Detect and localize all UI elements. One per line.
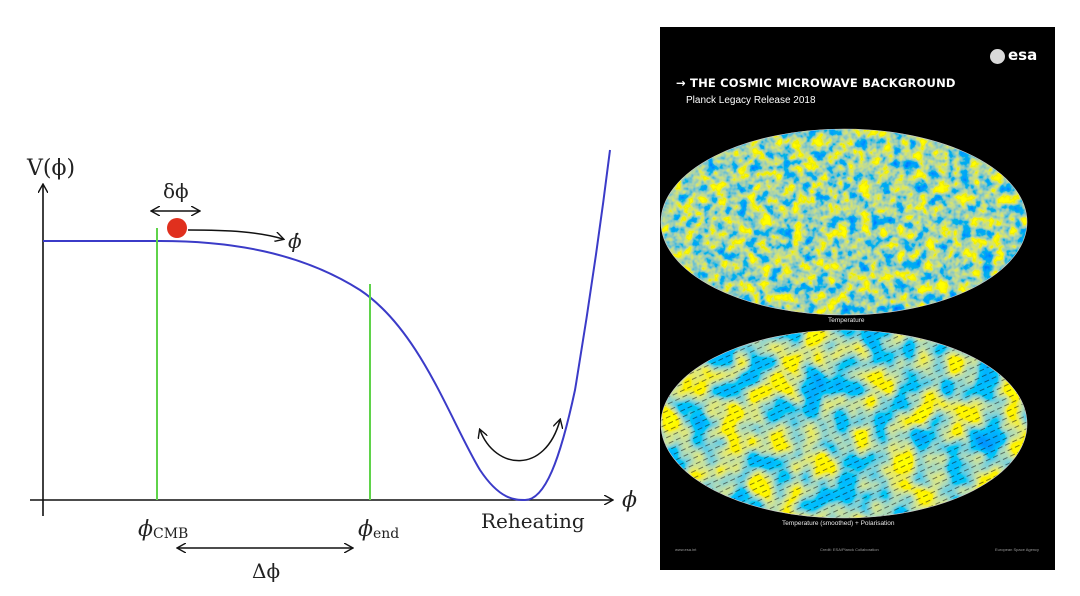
esa-logo: esa <box>990 45 1050 69</box>
esa-logo-text: esa <box>1008 46 1038 64</box>
delta-phi-label: δϕ <box>163 179 189 203</box>
phi-cmb-label: ϕCMB <box>138 517 188 542</box>
footer-right: European Space Agency <box>995 547 1040 552</box>
inflaton-ball <box>167 218 187 238</box>
y-axis-label: V(ϕ) <box>26 156 75 181</box>
poster-subtitle: Planck Legacy Release 2018 <box>686 95 816 106</box>
reheating-oscillation-arrow <box>480 420 560 462</box>
cmb-poster: esa → THE COSMIC MICROWAVE BACKGROUND Pl… <box>660 27 1055 570</box>
poster-title: → THE COSMIC MICROWAVE BACKGROUND <box>676 76 956 90</box>
esa-logo-mark-icon <box>990 49 1005 64</box>
big-delta-phi-label: Δϕ <box>252 559 280 583</box>
reheating-label: Reheating <box>481 509 585 533</box>
phi-dot-label: ϕ̇ <box>288 229 302 253</box>
inflation-potential-diagram: V(ϕ) ϕ δϕ ϕ̇ ϕCMB ϕend Reheating Δϕ <box>26 149 637 583</box>
polarisation-map <box>661 330 1027 518</box>
footer-left: www.esa.int <box>675 547 697 552</box>
sky-maps <box>660 128 1028 519</box>
phi-end-label: ϕend <box>358 517 399 542</box>
x-axis-label: ϕ <box>622 488 637 513</box>
temperature-map <box>661 129 1027 315</box>
footer-center: Credit: ESA/Planck Collaboration <box>820 547 879 552</box>
polarisation-caption: Temperature (smoothed) + Polarisation <box>782 520 895 527</box>
phi-dot-arrow <box>187 229 283 239</box>
temperature-caption: Temperature <box>828 317 865 324</box>
potential-curve <box>43 149 611 502</box>
